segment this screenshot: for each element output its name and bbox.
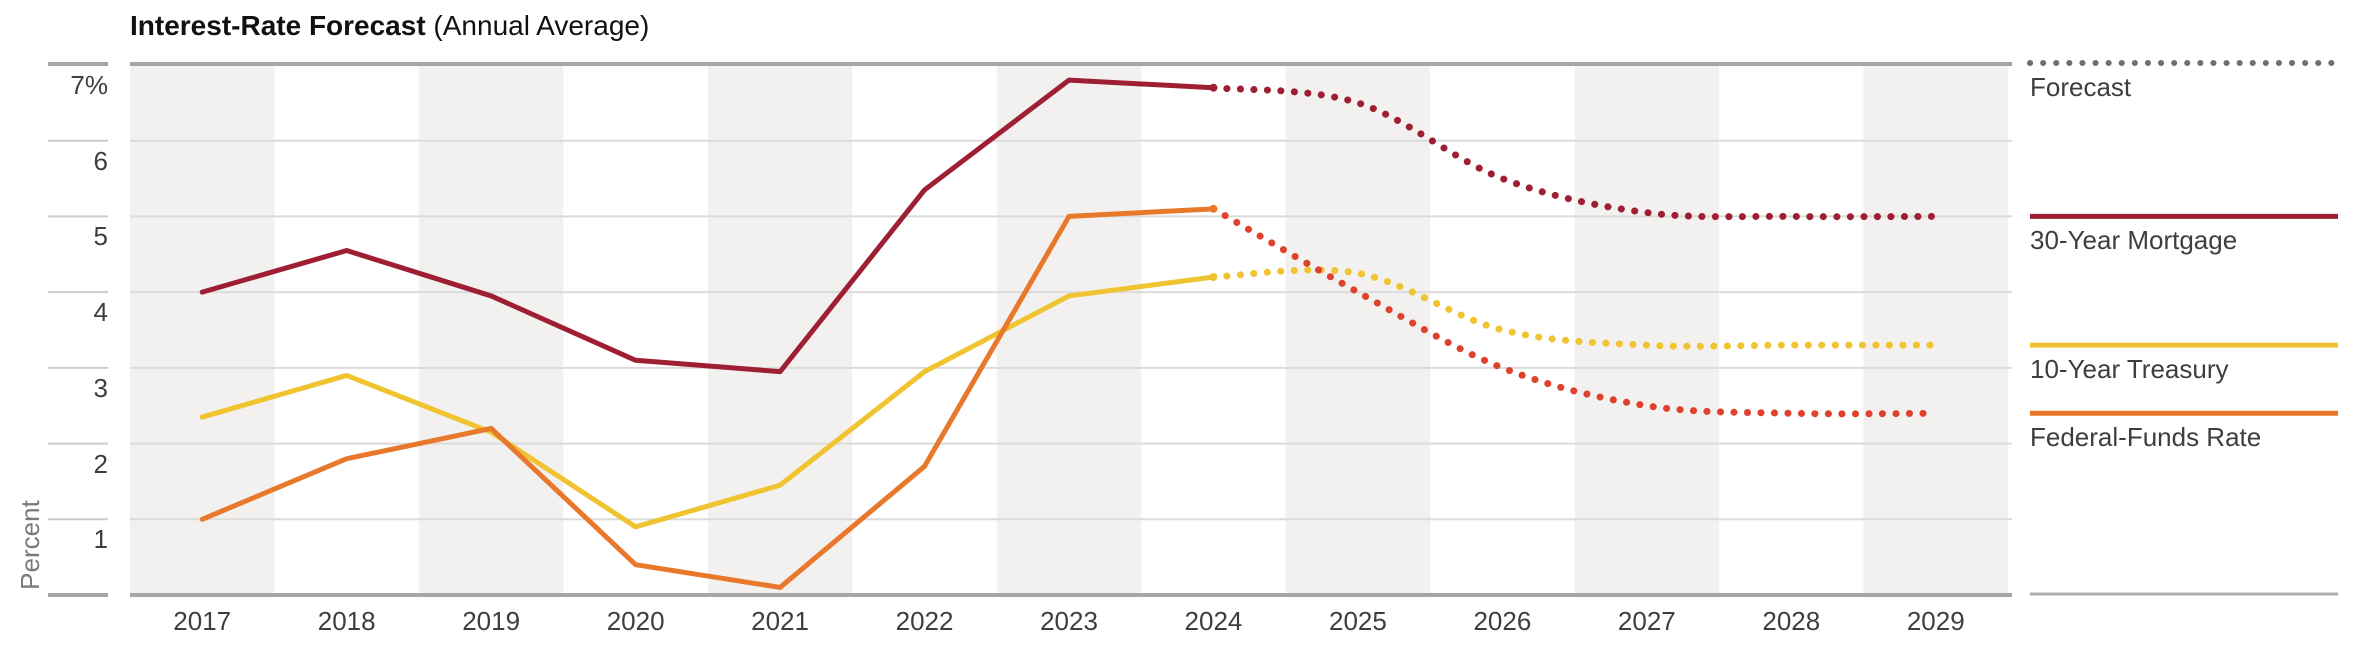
y-tick-label: 3 [93, 372, 108, 403]
legend-label-30-year-mortgage: 30-Year Mortgage [2030, 225, 2238, 256]
x-tick-label: 2025 [1329, 606, 1387, 636]
x-tick-label: 2019 [462, 606, 521, 636]
series-treasury-last-actual-dot [1209, 273, 1218, 281]
series-fedfunds-forecast-dotted-line [1209, 205, 1940, 418]
legend-label-10-year-treasury: 10-Year Treasury [2030, 354, 2229, 385]
x-tick-label: 2021 [751, 606, 809, 636]
x-tick-label: 2018 [317, 606, 376, 636]
year-band [1285, 66, 1431, 593]
year-band [1863, 66, 2008, 593]
x-tick-label: 2027 [1617, 606, 1676, 636]
y-tick-label: 7% [70, 70, 108, 100]
y-tick-label: 4 [93, 297, 108, 328]
x-tick-label: 2028 [1762, 606, 1821, 636]
year-band [996, 66, 1142, 593]
series-treasury-solid-line [199, 274, 1216, 530]
y-axis-unit-label: Percent [15, 500, 45, 590]
y-tick-label: 2 [93, 448, 108, 479]
x-tick-label: 2026 [1473, 606, 1532, 636]
y-tick-label: 6 [93, 145, 108, 176]
chart-title: Interest-Rate Forecast (Annual Average) [130, 10, 649, 42]
year-band [1574, 66, 1720, 593]
y-tick-label: 1 [93, 524, 108, 555]
legend-label-forecast: Forecast [2030, 72, 2132, 102]
x-tick-label: 2024 [1184, 606, 1243, 636]
x-tick-label: 2023 [1040, 606, 1098, 636]
chart-title-main: Interest-Rate Forecast [130, 10, 426, 41]
series-mortgage-forecast-dotted-line [1209, 84, 1940, 221]
series-treasury-forecast-dotted-line [1209, 266, 1940, 350]
year-band [130, 66, 275, 593]
year-band [707, 66, 853, 593]
x-tick-label: 2022 [895, 606, 954, 636]
series-mortgage-solid-line [199, 77, 1216, 375]
x-tick-label: 2017 [173, 606, 232, 636]
x-tick-label: 2029 [1906, 606, 1965, 636]
y-tick-label: 5 [93, 221, 108, 252]
series-fedfunds-last-actual-dot [1209, 204, 1218, 213]
x-tick-label: 2020 [606, 606, 665, 636]
year-band [418, 66, 564, 593]
legend-label-federal-funds-rate: Federal-Funds Rate [2030, 422, 2262, 453]
chart-title-subtitle: (Annual Average) [425, 10, 650, 41]
series-mortgage-last-actual-dot [1209, 83, 1218, 92]
series-fedfunds-solid-line [199, 206, 1216, 590]
